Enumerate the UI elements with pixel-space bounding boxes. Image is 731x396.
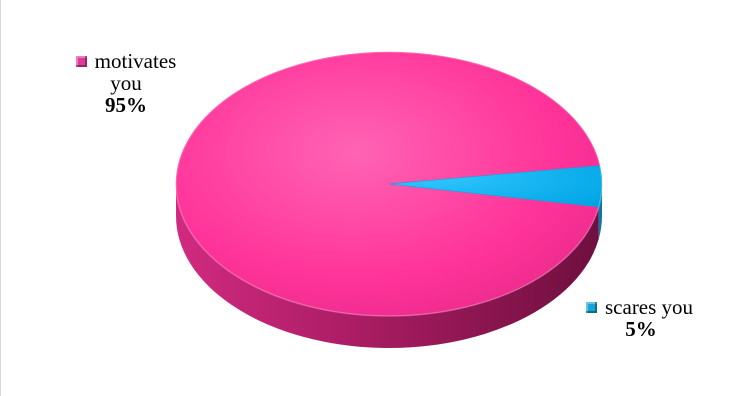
pie-slice-scares bbox=[388, 165, 603, 208]
motivates-color-key bbox=[75, 56, 87, 67]
slice-label-motivates: motivates you 95% bbox=[51, 50, 201, 116]
slice-label-line-2: you bbox=[110, 71, 142, 96]
slice-label-scares: scares you 5% bbox=[586, 296, 731, 340]
pie-slice-motivates bbox=[175, 51, 601, 317]
slice-percent-label: 95% bbox=[105, 93, 147, 118]
slice-percent-label: 5% bbox=[625, 317, 657, 342]
pie-rim bbox=[175, 51, 603, 317]
scares-color-key bbox=[586, 302, 597, 313]
slice-label-line-1: motivates bbox=[94, 49, 177, 73]
pie-slice-side-motivates bbox=[176, 184, 599, 348]
slice-label-line-1: scares you bbox=[605, 295, 694, 319]
pie-slice-side-scares bbox=[598, 184, 602, 239]
